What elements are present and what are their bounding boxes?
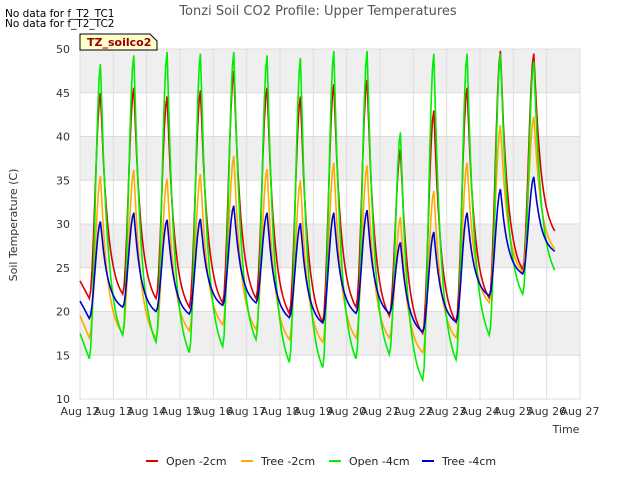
y-tick-label: 35 xyxy=(56,174,70,187)
y-tick-label: 45 xyxy=(56,87,70,100)
x-tick-label: Aug 16 xyxy=(194,405,233,418)
x-tick-label: Aug 17 xyxy=(227,405,266,418)
y-tick-label: 30 xyxy=(56,218,70,231)
x-tick-label: Aug 25 xyxy=(494,405,533,418)
y-tick-label: 15 xyxy=(56,349,70,362)
x-tick-label: Aug 22 xyxy=(394,405,433,418)
plot-band xyxy=(80,311,580,356)
no-data-note-2: No data for f_T2_TC2 xyxy=(5,18,115,30)
x-tick-label: Aug 13 xyxy=(94,405,133,418)
legend-label-open-4cm: Open -4cm xyxy=(349,455,410,468)
y-tick-label: 50 xyxy=(56,43,70,56)
x-tick-label: Aug 15 xyxy=(161,405,200,418)
tz-soilco2-badge: TZ_soilco2 xyxy=(79,33,158,51)
x-tick-label: Aug 12 xyxy=(61,405,100,418)
x-tick-label: Aug 19 xyxy=(294,405,333,418)
x-tick-label: Aug 24 xyxy=(461,405,500,418)
chart-title: Tonzi Soil CO2 Profile: Upper Temperatur… xyxy=(178,4,457,19)
y-tick-label: 25 xyxy=(56,262,70,275)
plot-band xyxy=(80,49,580,93)
legend-label-open-2cm: Open -2cm xyxy=(166,455,227,468)
y-tick-label: 10 xyxy=(56,393,70,406)
x-tick-label: Aug 20 xyxy=(327,405,366,418)
x-tick-label: Aug 23 xyxy=(427,405,466,418)
y-tick-label: 40 xyxy=(56,131,70,144)
y-tick-label: 20 xyxy=(56,306,70,319)
legend: Open -2cm Tree -2cm Open -4cm Tree -4cm xyxy=(146,455,496,468)
x-axis-label: Time xyxy=(552,423,580,436)
badge-label: TZ_soilco2 xyxy=(87,36,151,49)
series-line-tree-4cm xyxy=(79,176,556,333)
x-tick-label: Aug 21 xyxy=(361,405,400,418)
y-axis-label: Soil Temperature (C) xyxy=(7,169,20,282)
x-tick-label: Aug 26 xyxy=(527,405,566,418)
series-line-open-2cm xyxy=(79,50,556,336)
x-tick-label: Aug 18 xyxy=(261,405,300,418)
legend-label-tree-2cm: Tree -2cm xyxy=(260,455,315,468)
legend-label-tree-4cm: Tree -4cm xyxy=(441,455,496,468)
no-data-note-1: No data for f_T2_TC1 xyxy=(5,8,115,20)
x-tick-label: Aug 27 xyxy=(561,405,600,418)
x-tick-label: Aug 14 xyxy=(127,405,166,418)
